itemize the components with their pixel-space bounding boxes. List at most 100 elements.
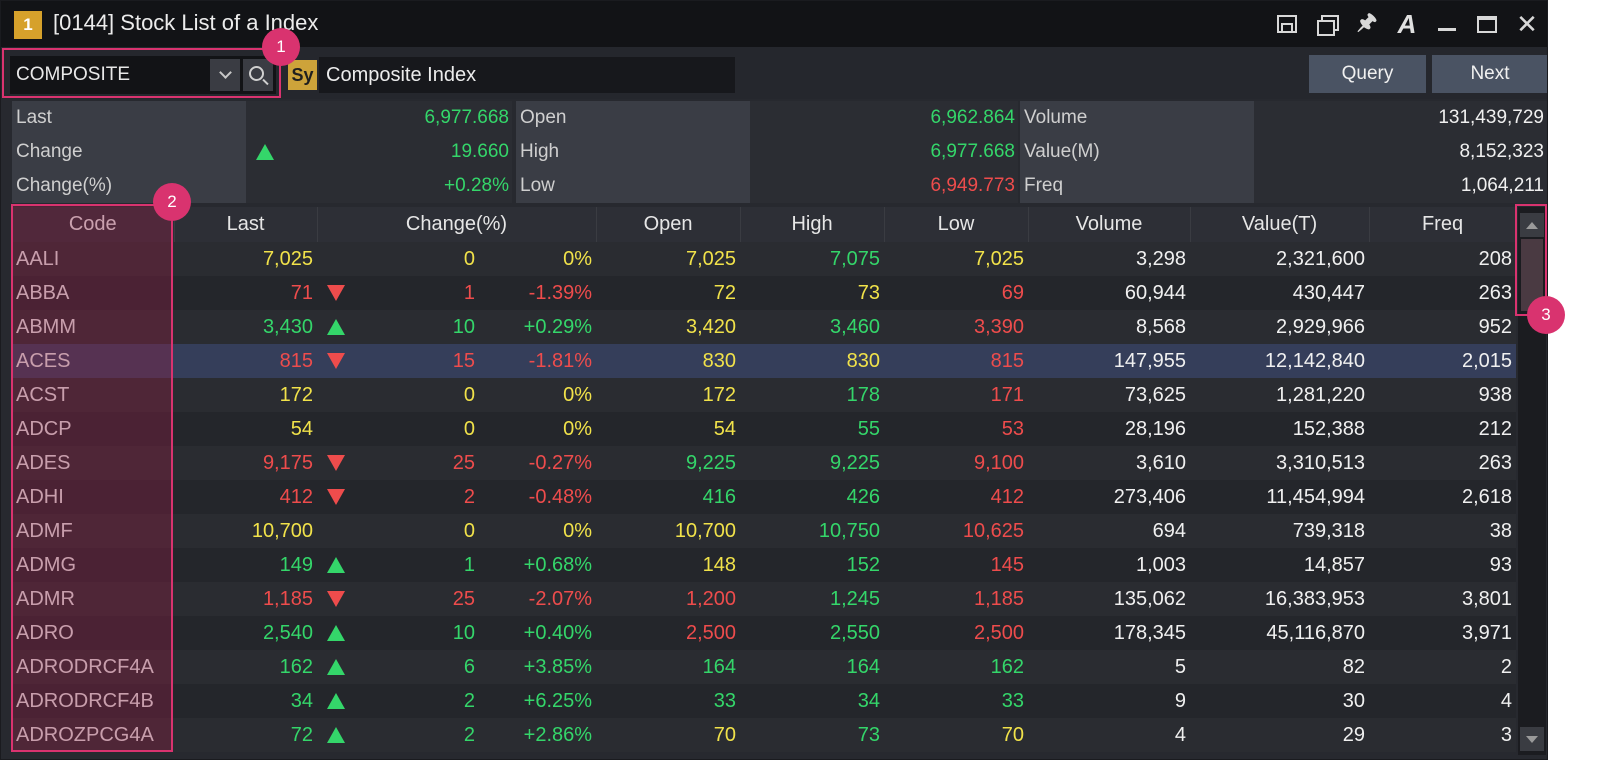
- scroll-up-icon[interactable]: [1520, 213, 1544, 237]
- cell-direction: [317, 242, 355, 276]
- column-header-code[interactable]: Code: [12, 207, 175, 242]
- column-header-change[interactable]: Change(%): [317, 207, 597, 242]
- cell-high: 34: [740, 684, 885, 718]
- cell-open: 148: [596, 548, 741, 582]
- annotation-badge-2: 2: [153, 183, 191, 221]
- cell-high: 73: [740, 276, 885, 310]
- table-row[interactable]: ADMG 149 1 +0.68% 148 152 145 1,003 14,857 93: [12, 548, 1516, 582]
- table-row[interactable]: ADRO 2,540 10 +0.40% 2,500 2,550 2,500 178,345 4…: [12, 616, 1516, 650]
- close-icon[interactable]: ✕: [1516, 8, 1538, 39]
- column-header-value-t[interactable]: Value(T): [1190, 207, 1370, 242]
- cell-value: 30: [1190, 684, 1370, 718]
- table-row[interactable]: ADRODRCF4B 34 2 +6.25% 33 34 33 9 30 4: [12, 684, 1516, 718]
- table-row[interactable]: ACST 172 0 0% 172 178 171 73,625 1,281,220 938: [12, 378, 1516, 412]
- cell-low: 3,390: [884, 310, 1029, 344]
- cell-open: 2,500: [596, 616, 741, 650]
- cell-volume: 3,610: [1028, 446, 1191, 480]
- cell-change: 15: [355, 344, 479, 378]
- cell-volume: 73,625: [1028, 378, 1191, 412]
- table-row[interactable]: ADMR 1,185 25 -2.07% 1,200 1,245 1,185 135,062 1…: [12, 582, 1516, 616]
- cell-value: 1,281,220: [1190, 378, 1370, 412]
- column-header-last[interactable]: Last: [174, 207, 318, 242]
- cell-change: 0: [355, 378, 479, 412]
- cell-code: ABBA: [12, 276, 174, 310]
- table-row[interactable]: ADHI 412 2 -0.48% 416 426 412 273,406 11,454,994…: [12, 480, 1516, 514]
- table-row[interactable]: AALI 7,025 0 0% 7,025 7,075 7,025 3,298 2,321,60…: [12, 242, 1516, 276]
- cell-direction: [317, 446, 355, 480]
- column-header-open[interactable]: Open: [596, 207, 741, 242]
- search-icon[interactable]: [243, 59, 273, 91]
- cell-freq: 952: [1369, 310, 1516, 344]
- cell-volume: 694: [1028, 514, 1191, 548]
- stock-table: Code Last Change(%) Open High Low Volume Value(…: [12, 207, 1516, 755]
- table-row[interactable]: ABBA 71 1 -1.39% 72 73 69 60,944 430,447 263: [12, 276, 1516, 310]
- scrollbar-thumb[interactable]: [1521, 239, 1543, 311]
- restore-icon[interactable]: [1267, 1, 1307, 47]
- cell-freq: 4: [1369, 684, 1516, 718]
- cell-freq: 38: [1369, 514, 1516, 548]
- cell-change-percent: 0%: [479, 514, 597, 548]
- index-summary-panel: Last 6,977.668 Open 6,962.864 Volume 131,439,…: [12, 101, 1547, 203]
- table-row[interactable]: ACES 815 15 -1.81% 830 830 815 147,955 12,142,84…: [12, 344, 1516, 378]
- cell-change: 10: [355, 616, 479, 650]
- chevron-down-icon[interactable]: [210, 59, 240, 91]
- scroll-down-icon[interactable]: [1520, 727, 1544, 751]
- cell-open: 830: [596, 344, 741, 378]
- cell-code: ADMR: [12, 582, 174, 616]
- cell-freq: 2: [1369, 650, 1516, 684]
- cell-high: 1,245: [740, 582, 885, 616]
- cell-code: ADES: [12, 446, 174, 480]
- column-header-low[interactable]: Low: [884, 207, 1029, 242]
- cell-volume: 3,298: [1028, 242, 1191, 276]
- cell-freq: 212: [1369, 412, 1516, 446]
- summary-value-text: 6,977.668: [930, 141, 1015, 162]
- summary-value: 1,064,211: [1254, 169, 1547, 203]
- minimize-icon[interactable]: [1427, 1, 1467, 47]
- cell-value: 2,929,966: [1190, 310, 1370, 344]
- pin-icon[interactable]: 🖈︎: [1356, 9, 1378, 34]
- summary-value: 6,949.773: [750, 169, 1018, 203]
- cell-open: 416: [596, 480, 741, 514]
- cell-code: ADMF: [12, 514, 174, 548]
- cell-direction: [317, 684, 355, 718]
- table-row[interactable]: ADMF 10,700 0 0% 10,700 10,750 10,625 694 739,31…: [12, 514, 1516, 548]
- table-row[interactable]: ADROZPCG4A 72 2 +2.86% 70 73 70 4 29 3: [12, 718, 1516, 752]
- table-row[interactable]: ADRODRCF4A 162 6 +3.85% 164 164 162 5 82 2: [12, 650, 1516, 684]
- column-header-high[interactable]: High: [740, 207, 885, 242]
- cell-low: 412: [884, 480, 1029, 514]
- symbol-select[interactable]: COMPOSITE: [10, 56, 276, 94]
- summary-value-text: 8,152,323: [1459, 141, 1544, 162]
- cell-last: 2,540: [174, 616, 317, 650]
- annotation-box-code-column: [11, 204, 173, 752]
- symbol-input[interactable]: COMPOSITE: [16, 64, 131, 85]
- table-row[interactable]: ABMM 3,430 10 +0.29% 3,420 3,460 3,390 8,568 2,9…: [12, 310, 1516, 344]
- toolbar: COMPOSITE Sy Composite Index Query Next: [1, 47, 1547, 99]
- cell-change: 0: [355, 412, 479, 446]
- cell-last: 162: [174, 650, 317, 684]
- table-row[interactable]: ADCP 54 0 0% 54 55 53 28,196 152,388 212: [12, 412, 1516, 446]
- arrow-up-icon: [327, 693, 345, 710]
- next-button[interactable]: Next: [1432, 55, 1547, 93]
- cell-volume: 9: [1028, 684, 1191, 718]
- cell-value: 16,383,953: [1190, 582, 1370, 616]
- cell-open: 33: [596, 684, 741, 718]
- cascade-icon[interactable]: [1307, 1, 1347, 47]
- cell-value: 2,321,600: [1190, 242, 1370, 276]
- cell-value: 430,447: [1190, 276, 1370, 310]
- font-icon[interactable]: A: [1397, 8, 1417, 39]
- cell-open: 70: [596, 718, 741, 752]
- column-header-volume[interactable]: Volume: [1028, 207, 1191, 242]
- cell-low: 33: [884, 684, 1029, 718]
- query-button[interactable]: Query: [1309, 55, 1426, 93]
- table-row[interactable]: ADES 9,175 25 -0.27% 9,225 9,225 9,100 3,610 3,3…: [12, 446, 1516, 480]
- cell-change-percent: +0.68%: [479, 548, 597, 582]
- arrow-down-icon: [327, 489, 345, 506]
- cell-last: 172: [174, 378, 317, 412]
- summary-value-text: +0.28%: [444, 175, 509, 196]
- vertical-scrollbar[interactable]: [1518, 207, 1546, 755]
- cell-change: 2: [355, 684, 479, 718]
- column-header-freq[interactable]: Freq: [1369, 207, 1516, 242]
- maximize-icon[interactable]: [1467, 1, 1507, 47]
- cell-open: 1,200: [596, 582, 741, 616]
- cell-last: 3,430: [174, 310, 317, 344]
